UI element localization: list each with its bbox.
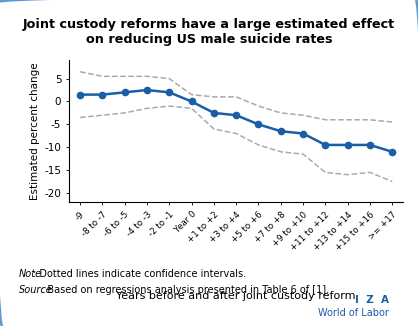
Text: : Dotted lines indicate confidence intervals.: : Dotted lines indicate confidence inter… [33, 269, 246, 279]
Text: I  Z  A: I Z A [355, 295, 389, 305]
Y-axis label: Estimated percent change: Estimated percent change [30, 62, 40, 200]
Text: Joint custody reforms have a large estimated effect
on reducing US male suicide : Joint custody reforms have a large estim… [23, 18, 395, 46]
X-axis label: Years before and after joint custody reform: Years before and after joint custody ref… [117, 291, 356, 301]
Text: Note: Note [19, 269, 42, 279]
Text: : Based on regressions analysis presented in Table 6 of [1].: : Based on regressions analysis presente… [41, 285, 329, 295]
Text: World of Labor: World of Labor [318, 308, 389, 318]
Text: Source: Source [19, 285, 53, 295]
